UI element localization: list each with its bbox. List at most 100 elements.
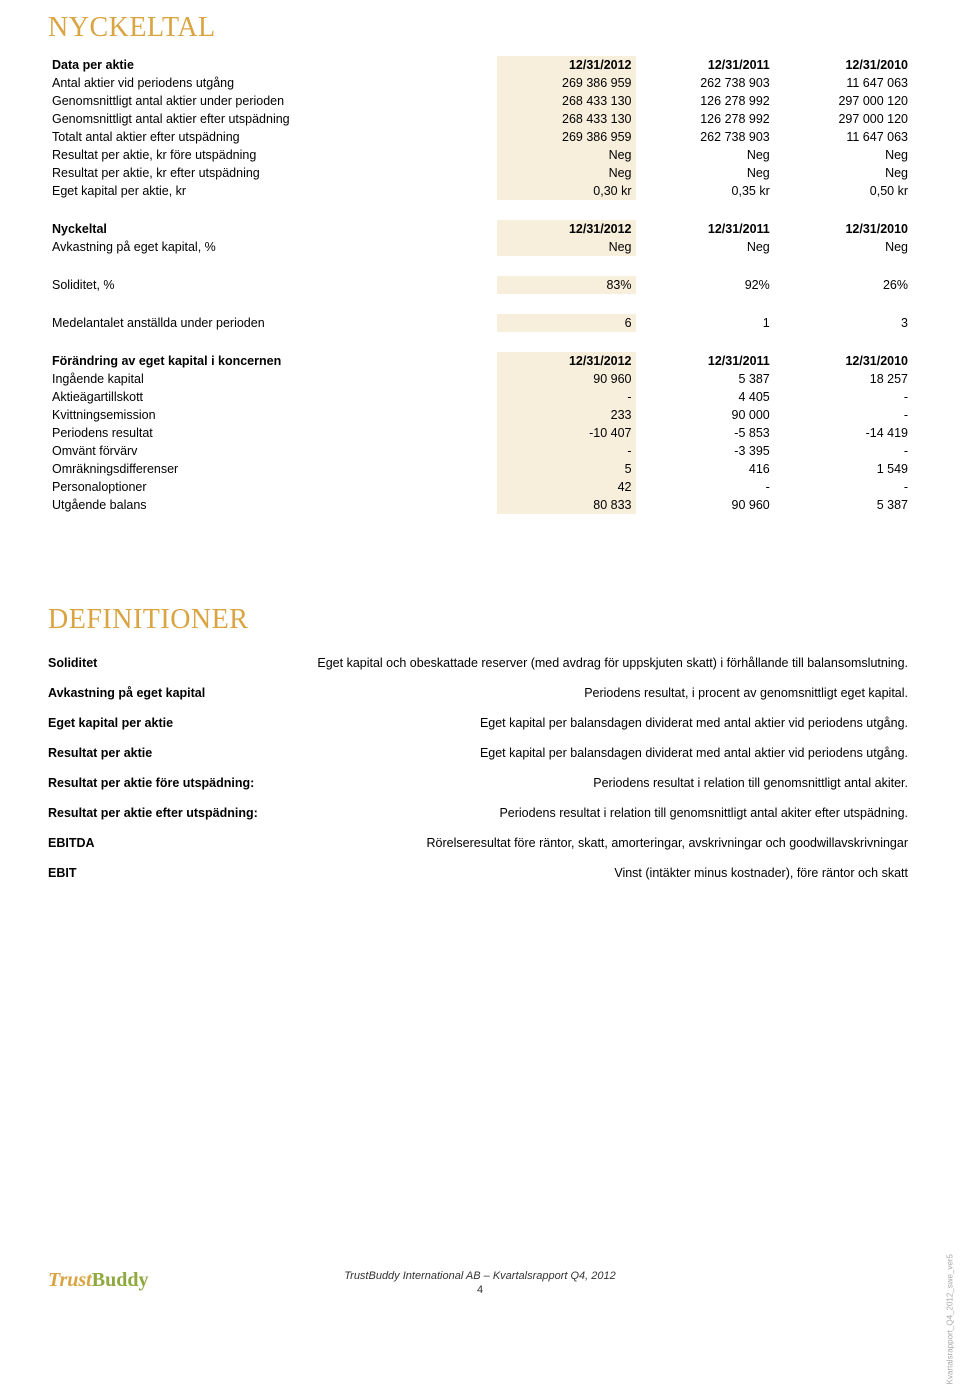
cell: Medelantalet anställda under perioden (48, 314, 497, 332)
t1-h3: 12/31/2010 (774, 56, 912, 74)
t2-h0: Nyckeltal (48, 220, 497, 238)
cell: 83% (497, 276, 635, 294)
cell: 262 738 903 (636, 128, 774, 146)
cell: 268 433 130 (497, 92, 635, 110)
side-note: Kvartalsrapport_Q4_2012_swe_ver5 (945, 1254, 954, 1384)
cell: 233 (497, 406, 635, 424)
t3-h3: 12/31/2010 (774, 352, 912, 370)
t2-h2: 12/31/2011 (636, 220, 774, 238)
def-desc: Eget kapital per balansdagen dividerat m… (317, 708, 912, 738)
cell: 269 386 959 (497, 128, 635, 146)
t1-h2: 12/31/2011 (636, 56, 774, 74)
cell: 297 000 120 (774, 110, 912, 128)
page-number: 4 (0, 1284, 960, 1296)
cell: 5 387 (636, 370, 774, 388)
def-desc: Eget kapital och obeskattade reserver (m… (317, 648, 912, 678)
cell: 126 278 992 (636, 110, 774, 128)
def-term: Avkastning på eget kapital (48, 678, 317, 708)
cell: 1 549 (774, 460, 912, 478)
footer-text: TrustBuddy International AB – Kvartalsra… (344, 1270, 615, 1282)
cell: 90 000 (636, 406, 774, 424)
cell: Omvänt förvärv (48, 442, 497, 460)
data-per-aktie-table: Data per aktie 12/31/2012 12/31/2011 12/… (48, 56, 912, 200)
cell: 5 (497, 460, 635, 478)
t3-h0: Förändring av eget kapital i koncernen (48, 352, 497, 370)
cell: 11 647 063 (774, 74, 912, 92)
cell: Neg (636, 238, 774, 256)
cell: Antal aktier vid periodens utgång (48, 74, 497, 92)
def-term: Resultat per aktie efter utspädning: (48, 798, 317, 828)
cell: Totalt antal aktier efter utspädning (48, 128, 497, 146)
def-term: Resultat per aktie (48, 738, 317, 768)
cell: 5 387 (774, 496, 912, 514)
cell: Neg (497, 146, 635, 164)
def-desc: Rörelseresultat före räntor, skatt, amor… (317, 828, 912, 858)
cell: Soliditet, % (48, 276, 497, 294)
cell: Ingående kapital (48, 370, 497, 388)
cell: 297 000 120 (774, 92, 912, 110)
cell: - (497, 442, 635, 460)
cell: Omräkningsdifferenser (48, 460, 497, 478)
cell: 92% (636, 276, 774, 294)
cell: 1 (636, 314, 774, 332)
medel-row: Medelantalet anställda under perioden613 (48, 314, 912, 332)
def-desc: Periodens resultat i relation till genom… (317, 798, 912, 828)
cell: Resultat per aktie, kr efter utspädning (48, 164, 497, 182)
t1-h0: Data per aktie (48, 56, 497, 74)
def-term: EBITDA (48, 828, 317, 858)
cell: Neg (774, 238, 912, 256)
cell: 11 647 063 (774, 128, 912, 146)
cell: Genomsnittligt antal aktier under period… (48, 92, 497, 110)
cell: 0,30 kr (497, 182, 635, 200)
cell: Personaloptioner (48, 478, 497, 496)
cell: Resultat per aktie, kr före utspädning (48, 146, 497, 164)
cell: 80 833 (497, 496, 635, 514)
cell: Neg (774, 146, 912, 164)
cell: 126 278 992 (636, 92, 774, 110)
def-desc: Periodens resultat, i procent av genomsn… (317, 678, 912, 708)
cell: - (774, 388, 912, 406)
t2-h1: 12/31/2012 (497, 220, 635, 238)
def-term: Soliditet (48, 648, 317, 678)
cell: 269 386 959 (497, 74, 635, 92)
cell: 0,50 kr (774, 182, 912, 200)
cell: Genomsnittligt antal aktier efter utspäd… (48, 110, 497, 128)
t1-h1: 12/31/2012 (497, 56, 635, 74)
cell: -10 407 (497, 424, 635, 442)
cell: -3 395 (636, 442, 774, 460)
cell: 42 (497, 478, 635, 496)
cell: 6 (497, 314, 635, 332)
cell: -14 419 (774, 424, 912, 442)
cell: Neg (497, 238, 635, 256)
def-term: Eget kapital per aktie (48, 708, 317, 738)
forandring-table: Förändring av eget kapital i koncernen 1… (48, 352, 912, 514)
cell: Utgående balans (48, 496, 497, 514)
cell: 0,35 kr (636, 182, 774, 200)
cell: -5 853 (636, 424, 774, 442)
def-desc: Periodens resultat i relation till genom… (317, 768, 912, 798)
cell: 90 960 (636, 496, 774, 514)
t3-h1: 12/31/2012 (497, 352, 635, 370)
cell: Kvittningsemission (48, 406, 497, 424)
cell: - (774, 442, 912, 460)
nyckeltal-table: Nyckeltal 12/31/2012 12/31/2011 12/31/20… (48, 220, 912, 256)
soliditet-row: Soliditet, %83%92%26% (48, 276, 912, 294)
heading-nyckeltal: NYCKELTAL (48, 12, 912, 44)
cell: - (497, 388, 635, 406)
cell: 416 (636, 460, 774, 478)
cell: Periodens resultat (48, 424, 497, 442)
t3-h2: 12/31/2011 (636, 352, 774, 370)
cell: Neg (636, 146, 774, 164)
cell: - (774, 478, 912, 496)
cell: Neg (774, 164, 912, 182)
t2-h3: 12/31/2010 (774, 220, 912, 238)
cell: 268 433 130 (497, 110, 635, 128)
heading-definitioner: DEFINITIONER (48, 604, 912, 636)
def-term: Resultat per aktie före utspädning: (48, 768, 317, 798)
cell: - (774, 406, 912, 424)
cell: 4 405 (636, 388, 774, 406)
cell: 18 257 (774, 370, 912, 388)
cell: 262 738 903 (636, 74, 774, 92)
cell: Eget kapital per aktie, kr (48, 182, 497, 200)
cell: 90 960 (497, 370, 635, 388)
